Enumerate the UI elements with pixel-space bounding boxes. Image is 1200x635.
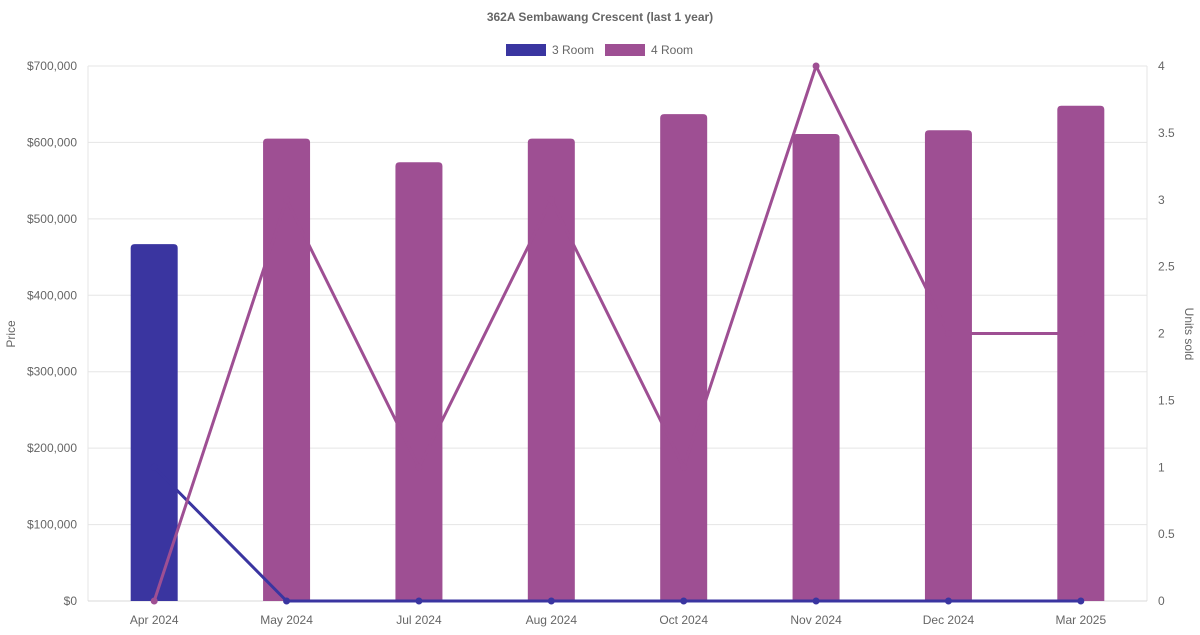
point-4-room[interactable]	[547, 196, 555, 204]
left-tick-label: $200,000	[27, 441, 77, 455]
bar-4-room[interactable]	[263, 138, 311, 601]
x-axis: Apr 2024 May 2024 Jul 2024 Aug 2024 Oct 2024…	[130, 613, 1107, 627]
left-tick-label: $0	[64, 594, 78, 608]
x-tick-label: Aug 2024	[526, 613, 578, 627]
left-tick-label: $300,000	[27, 365, 77, 379]
point-4-room[interactable]	[1077, 330, 1085, 337]
bar-4-room[interactable]	[660, 114, 708, 602]
point-3-room[interactable]	[1077, 597, 1085, 605]
bar-4-room[interactable]	[924, 130, 972, 601]
point-4-room[interactable]	[415, 463, 423, 471]
right-tick-label: 1.5	[1158, 393, 1175, 407]
x-tick-label: May 2024	[260, 613, 313, 627]
x-tick-label: Jul 2024	[396, 613, 442, 627]
line-4-room	[152, 64, 1081, 602]
x-tick-label: Nov 2024	[790, 613, 842, 627]
right-tick-label: 3	[1158, 193, 1165, 207]
legend-item-4-room[interactable]: 4 Room	[605, 43, 693, 57]
right-axis-title: Units sold	[1182, 308, 1196, 361]
right-tick-label: 0	[1158, 594, 1165, 608]
point-3-room[interactable]	[415, 597, 423, 605]
x-tick-label: Apr 2024	[130, 613, 179, 627]
legend-swatch-4-room	[605, 44, 645, 56]
point-3-room[interactable]	[150, 463, 158, 471]
bar-4-room[interactable]	[527, 138, 575, 601]
bar-4-room[interactable]	[1057, 105, 1105, 601]
left-tick-label: $600,000	[27, 135, 77, 149]
x-tick-label: Dec 2024	[923, 613, 975, 627]
left-axis-title: Price	[4, 320, 18, 348]
point-4-room[interactable]	[944, 330, 952, 337]
legend-swatch-3-room	[506, 44, 546, 56]
point-3-room[interactable]	[547, 597, 555, 605]
left-tick-label: $500,000	[27, 212, 77, 226]
right-tick-label: 4	[1158, 59, 1165, 73]
right-tick-label: 2	[1158, 327, 1165, 341]
legend: 3 Room 4 Room	[506, 43, 693, 57]
point-4-room[interactable]	[680, 463, 688, 471]
x-tick-label: Oct 2024	[659, 613, 708, 627]
right-tick-label: 3.5	[1158, 126, 1175, 140]
legend-label-3-room: 3 Room	[552, 43, 594, 57]
chart-title: 362A Sembawang Crescent (last 1 year)	[487, 10, 713, 24]
point-3-room[interactable]	[944, 597, 952, 605]
price-bars	[130, 105, 1105, 602]
x-tick-label: Mar 2025	[1055, 613, 1106, 627]
point-3-room[interactable]	[283, 597, 291, 605]
right-tick-label: 2.5	[1158, 260, 1175, 274]
units-sold-lines	[150, 62, 1085, 605]
bar-3-room[interactable]	[130, 244, 178, 602]
legend-item-3-room[interactable]: 3 Room	[506, 43, 594, 57]
left-y-axis: $0 $100,000 $200,000 $300,000 $400,000 $500,0…	[27, 59, 77, 608]
point-3-room[interactable]	[680, 597, 688, 605]
bar-4-room[interactable]	[792, 134, 840, 601]
left-tick-label: $700,000	[27, 59, 77, 73]
right-tick-label: 1	[1158, 460, 1165, 474]
legend-label-4-room: 4 Room	[651, 43, 693, 57]
line-3-room	[153, 466, 1081, 603]
point-4-room[interactable]	[150, 597, 158, 605]
point-4-room[interactable]	[812, 62, 820, 70]
point-3-room[interactable]	[812, 597, 820, 605]
point-4-room[interactable]	[283, 196, 291, 204]
left-tick-label: $400,000	[27, 288, 77, 302]
bar-4-room[interactable]	[395, 162, 443, 602]
right-tick-label: 0.5	[1158, 527, 1175, 541]
left-tick-label: $100,000	[27, 518, 77, 532]
right-y-axis: 0 0.5 1 1.5 2 2.5 3 3.5 4	[1158, 59, 1175, 608]
